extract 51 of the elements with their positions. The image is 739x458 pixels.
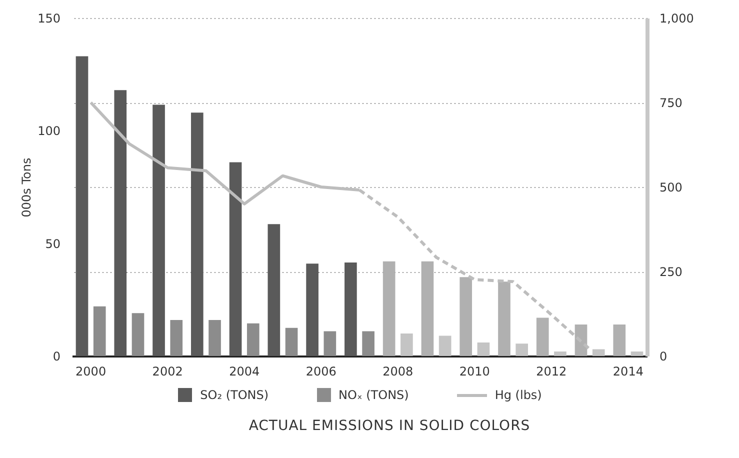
bar: [114, 90, 127, 356]
bar: [477, 342, 490, 356]
bar: [382, 261, 396, 356]
bar: [152, 104, 165, 356]
legend-label: Hg (lbs): [494, 388, 542, 402]
y-tick-label: 100: [38, 124, 60, 138]
bar: [76, 56, 88, 356]
bar: [229, 162, 242, 356]
bar: [592, 349, 605, 356]
text: ACTUAL EMISSIONS IN SOLID COLORS: [248, 418, 532, 434]
x-tick-label: 2006: [306, 364, 336, 378]
bar: [438, 336, 452, 356]
bar: [554, 351, 566, 356]
bar: [400, 333, 413, 356]
x-tick-label: 2010: [459, 364, 490, 378]
bar: [536, 318, 549, 356]
x-tick-label: 2008: [382, 364, 414, 378]
y-tick-label: 50: [45, 236, 60, 251]
x-tick-label: 2012: [536, 364, 567, 378]
x-tick-label: 2014: [612, 364, 644, 378]
bar: [362, 331, 374, 356]
bar: [190, 112, 204, 356]
bar: [344, 262, 357, 356]
y-axis-title: 000s Tons: [20, 158, 34, 218]
x-tick-label: 2004: [229, 364, 260, 378]
y-tick-label: 150: [38, 12, 60, 26]
bar: [208, 320, 221, 356]
bar: [285, 328, 298, 356]
bar: [132, 313, 144, 356]
legend-label: SO₂ (TONS): [200, 388, 269, 402]
y2-tick-label: 500: [660, 180, 682, 194]
bar: [324, 331, 336, 356]
bar: [306, 264, 318, 356]
y2-tick-label: 250: [660, 265, 682, 279]
bar: [630, 351, 644, 356]
bar: [268, 224, 280, 356]
bar: [421, 261, 434, 356]
bar: [516, 344, 528, 356]
bar: [246, 323, 260, 356]
y2-tick-label: 1,000: [660, 12, 694, 26]
bar: [93, 306, 106, 356]
bar: [460, 277, 472, 356]
x-tick-label: 2000: [76, 364, 106, 378]
bar: [613, 324, 626, 356]
bar: [170, 320, 183, 356]
y2-tick-label: 750: [660, 96, 682, 110]
bar: [498, 282, 510, 356]
legend-label: NOₓ (TONS): [338, 388, 409, 402]
x-tick-label: 2002: [152, 364, 183, 378]
y-tick-label: 0: [52, 350, 60, 364]
y2-tick-label: 0: [660, 350, 668, 364]
